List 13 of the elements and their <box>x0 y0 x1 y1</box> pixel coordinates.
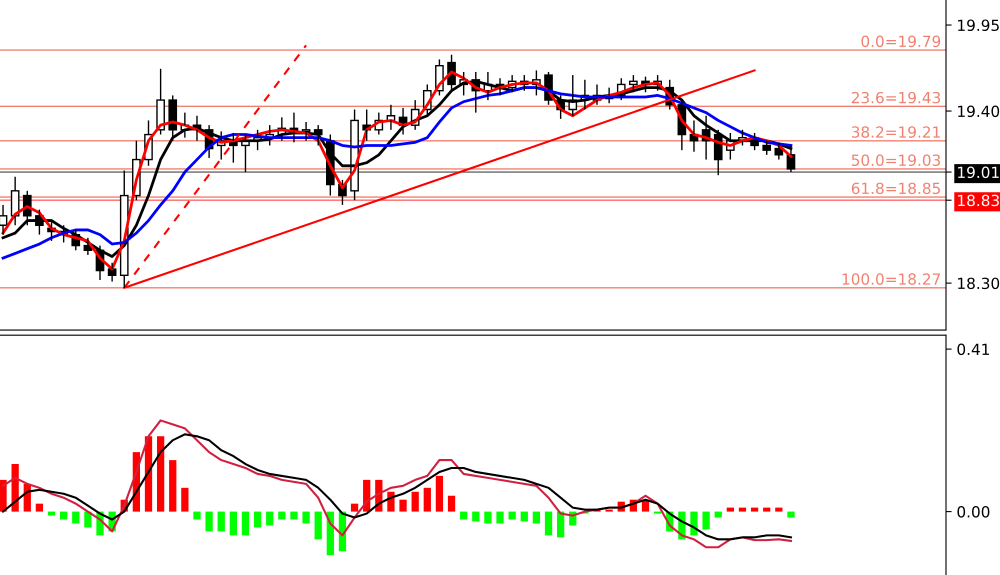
y-tick-label: 0.41 <box>957 344 990 356</box>
y-tick-label: 0.00 <box>957 506 990 518</box>
y-tick-label: 19.95 <box>958 19 999 32</box>
ref-line-label: 23.6=19.43 <box>852 92 940 104</box>
ref-line-label: 50.0=19.03 <box>852 154 940 166</box>
y-tick-label: 18.30 <box>958 278 1000 290</box>
ref-line-label: 38.2=19.21 <box>852 126 940 138</box>
y-tick-label: 18.83 <box>958 194 999 206</box>
ref-line-label: 0.0=19.79 <box>861 36 940 48</box>
y-tick-label: 19.40 <box>958 106 1000 118</box>
ref-line-label: 61.8=18.85 <box>852 182 940 194</box>
y-tick-label: 19.01 <box>958 166 999 178</box>
ref-line-label: 100.0=18.27 <box>842 273 940 285</box>
